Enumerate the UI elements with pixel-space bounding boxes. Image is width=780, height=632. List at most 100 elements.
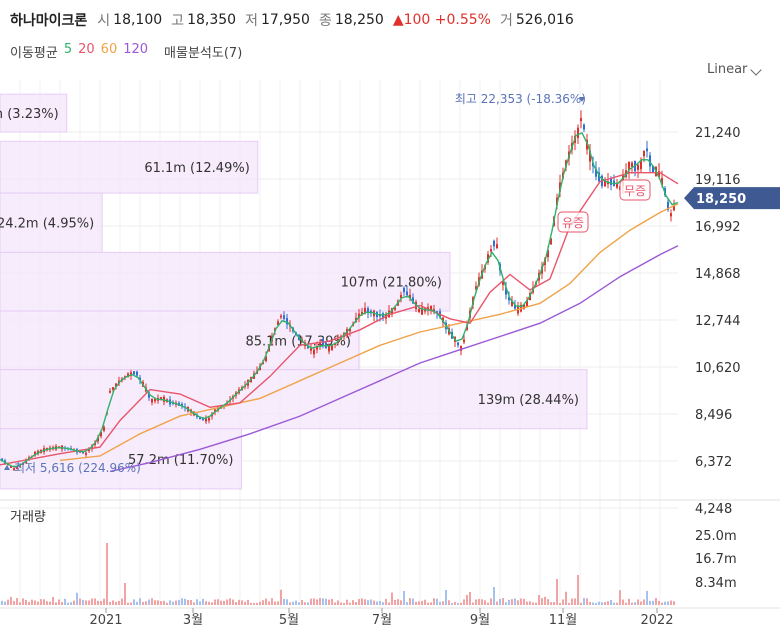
candle-body xyxy=(139,377,141,381)
candle-body xyxy=(112,387,114,390)
volume-bar xyxy=(442,601,444,605)
volume-bar xyxy=(469,592,471,605)
volume-bar xyxy=(514,598,516,605)
volume-bar xyxy=(271,598,273,605)
volume-profile-label: 57.2m (11.70%) xyxy=(128,453,233,468)
candle xyxy=(136,370,138,378)
price-tick-label: 16,992 xyxy=(695,220,741,235)
volume-tick-label: 25.0m xyxy=(695,529,737,544)
candle xyxy=(286,313,288,330)
candle xyxy=(400,291,402,303)
candle-body xyxy=(508,296,510,301)
open-value: 18,100 xyxy=(113,12,163,28)
volume-bar xyxy=(121,598,123,605)
volume-bar xyxy=(565,591,567,605)
volume-bar xyxy=(502,598,504,605)
moving-average-title[interactable]: 이동평균 xyxy=(10,46,58,61)
candle-body xyxy=(673,205,675,211)
scale-selector[interactable]: Linear xyxy=(707,62,748,77)
candle-body xyxy=(628,162,630,171)
candle-body xyxy=(502,282,504,285)
volume-bar xyxy=(211,602,213,605)
volume-bar xyxy=(199,601,201,605)
candle-body xyxy=(307,345,309,349)
volume-bar xyxy=(364,599,366,605)
volume-bar xyxy=(91,598,93,605)
candle-body xyxy=(418,308,420,312)
volume-bar xyxy=(358,599,360,605)
volume-bar xyxy=(157,600,159,605)
price-tick-label: 4,248 xyxy=(695,502,732,517)
min-price-label: 최저 5,616 (224.96%) xyxy=(14,461,141,475)
candle-body xyxy=(205,418,207,422)
volume-bar xyxy=(79,598,81,605)
volume-bar xyxy=(295,600,297,605)
volume-bar xyxy=(424,599,426,605)
price-tick-label: 21,240 xyxy=(695,126,741,141)
volume-bar xyxy=(214,599,216,605)
candle-body xyxy=(661,178,663,185)
ma5-period[interactable]: 5 xyxy=(63,42,73,57)
candle-body xyxy=(550,238,552,245)
volume-bar xyxy=(505,602,507,605)
price-tick-label: 8,496 xyxy=(695,408,732,423)
volume-bar xyxy=(34,600,36,605)
candle xyxy=(583,123,585,133)
candle xyxy=(382,311,384,322)
candle-body xyxy=(133,371,135,375)
volume-bar xyxy=(478,598,480,605)
volume-bar xyxy=(229,598,231,605)
volume-bar xyxy=(574,598,576,605)
candle xyxy=(388,304,390,319)
candle-body xyxy=(583,124,585,130)
volume-profile-toggle[interactable]: 매물분석도(7) xyxy=(164,46,243,61)
volume-bar xyxy=(82,599,84,605)
volume-bar xyxy=(583,598,585,605)
candle-body xyxy=(631,162,633,167)
low-value: 17,950 xyxy=(260,12,310,28)
volume-bar xyxy=(556,579,558,605)
candle-body xyxy=(658,171,660,178)
ma120-period[interactable]: 120 xyxy=(123,42,149,57)
volume-bar xyxy=(97,600,99,605)
volume-bar xyxy=(367,600,369,605)
candle-body xyxy=(475,286,477,290)
candle xyxy=(457,341,459,348)
candle-body xyxy=(490,249,492,252)
volume-bar xyxy=(493,587,495,605)
volume-bar xyxy=(418,601,420,605)
candle-body xyxy=(136,371,138,376)
volume-bar xyxy=(112,600,114,605)
candle xyxy=(607,173,609,189)
candle-body xyxy=(364,307,366,314)
volume-bar xyxy=(352,600,354,605)
volume-bar xyxy=(52,597,54,605)
candle-body xyxy=(148,392,150,398)
volume-bar xyxy=(592,602,594,605)
volume-bar xyxy=(16,598,18,605)
volume-bar xyxy=(163,600,165,605)
volume-bar xyxy=(331,598,333,605)
candle-body xyxy=(400,294,402,299)
volume-bar xyxy=(313,598,315,605)
candle-body xyxy=(277,321,279,325)
x-tick-label: 2021 xyxy=(89,613,122,628)
volume-bar xyxy=(109,601,111,605)
volume-bar xyxy=(280,589,282,605)
volume-bar xyxy=(511,599,513,605)
volume-bar xyxy=(499,598,501,605)
ma20-period[interactable]: 20 xyxy=(78,42,95,57)
volume-bar xyxy=(538,594,540,605)
candle-body xyxy=(652,165,654,173)
ma60-period[interactable]: 60 xyxy=(100,42,118,57)
volume-bar xyxy=(526,601,528,605)
volume-bar xyxy=(346,599,348,605)
candle xyxy=(646,140,648,158)
volume-bar xyxy=(208,601,210,605)
candle xyxy=(580,110,582,129)
candle-body xyxy=(310,348,312,351)
volume-bar xyxy=(151,598,153,605)
volume-bar xyxy=(217,599,219,605)
candle-body xyxy=(280,315,282,318)
